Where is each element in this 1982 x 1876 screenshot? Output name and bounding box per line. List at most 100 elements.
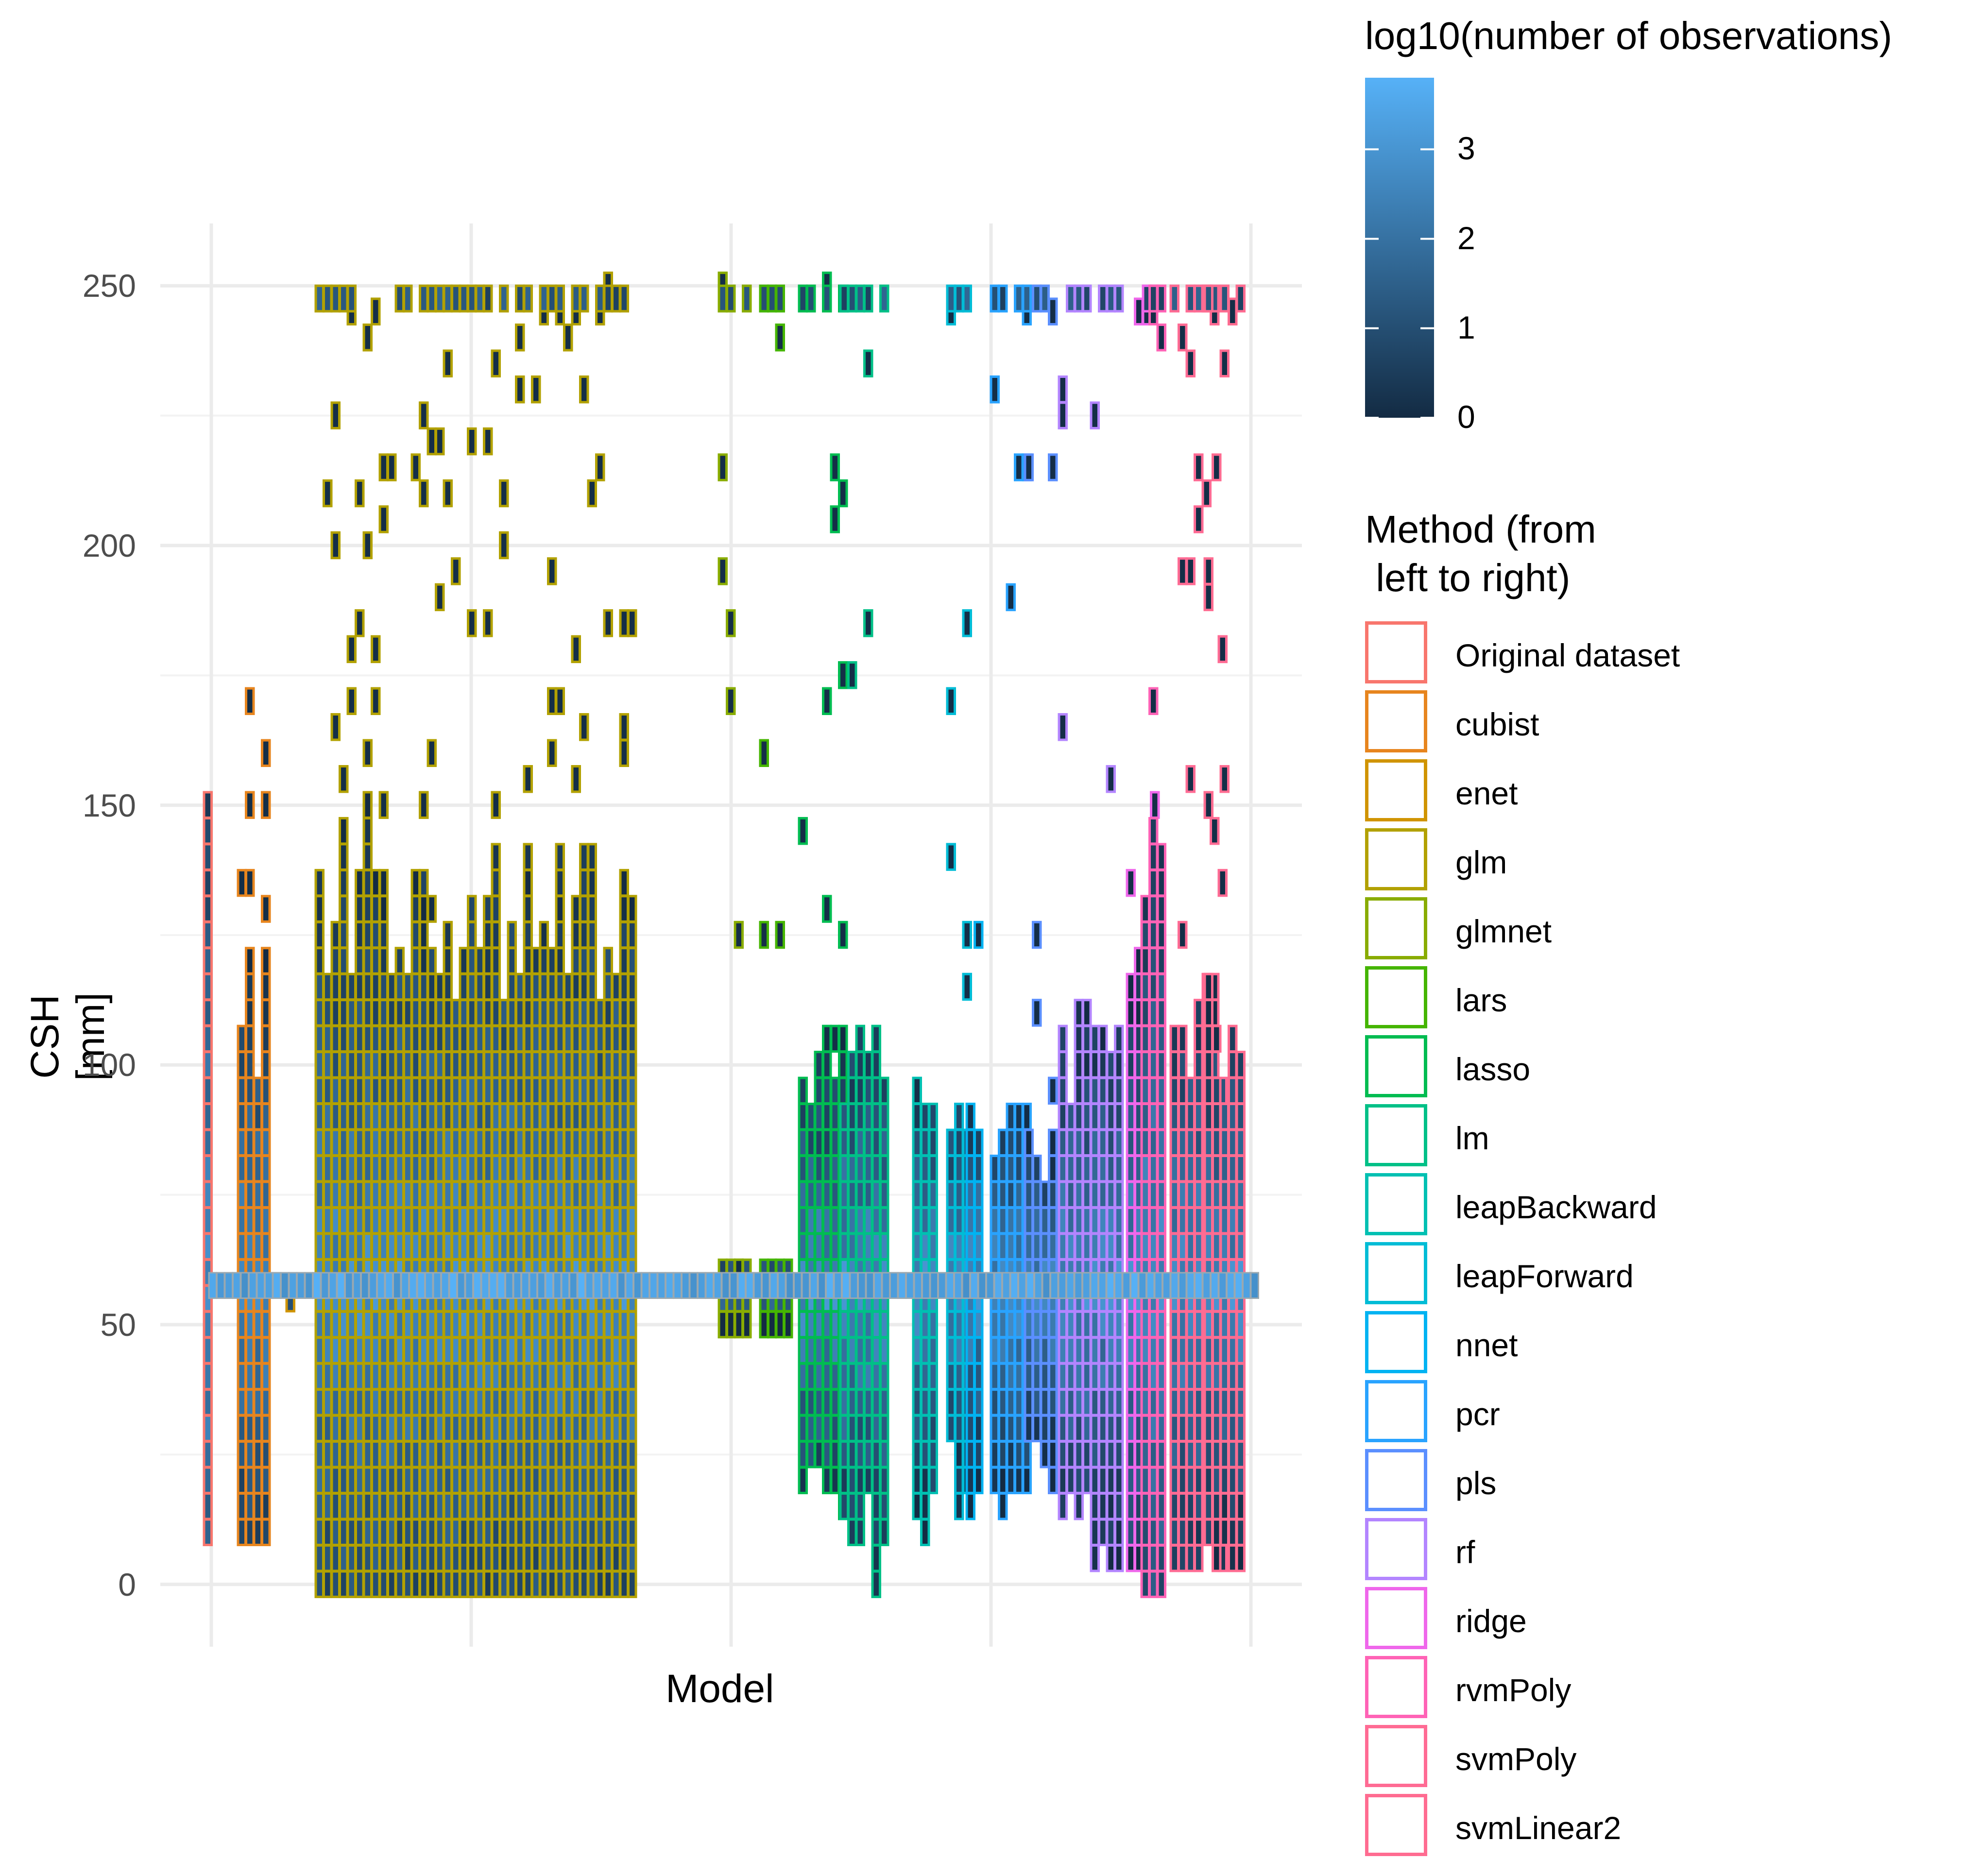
legend-swatch [1365, 1242, 1427, 1304]
heatmap-cell [1018, 1272, 1027, 1299]
heatmap-cell [323, 1310, 333, 1339]
heatmap-cell [1212, 1128, 1222, 1157]
heatmap-cell [314, 1310, 325, 1339]
heatmap-cell [1185, 1544, 1196, 1572]
heatmap-cell [443, 1128, 453, 1157]
heatmap-cell [475, 1310, 485, 1339]
heatmap-cell [974, 1154, 984, 1183]
heatmap-cell [595, 1466, 605, 1495]
heatmap-cell [427, 1440, 437, 1468]
heatmap-cell [515, 1544, 525, 1572]
heatmap-cell [523, 1154, 533, 1183]
heatmap-cell [339, 284, 349, 313]
heatmap-cell [483, 1024, 493, 1053]
heatmap-cell [587, 1518, 597, 1546]
heatmap-cell [830, 505, 840, 533]
heatmap-cell [1090, 1232, 1100, 1261]
heatmap-cell [515, 1310, 525, 1339]
heatmap-cell [339, 1466, 349, 1495]
heatmap-cell [563, 1128, 573, 1157]
heatmap-cell [855, 1492, 865, 1520]
heatmap-cell [304, 1272, 313, 1299]
heatmap-cell [814, 1051, 824, 1079]
heatmap-cell [253, 1440, 263, 1468]
heatmap-cell [595, 1518, 605, 1546]
heatmap-cell [539, 921, 549, 949]
heatmap-cell [611, 1440, 621, 1468]
heatmap-cell [1178, 1128, 1188, 1157]
heatmap-cell [371, 947, 381, 975]
heatmap-cell [627, 999, 637, 1027]
heatmap-cell [394, 1103, 405, 1131]
heatmap-cell [253, 1336, 263, 1364]
heatmap-cell [539, 1570, 549, 1598]
heatmap-cell [346, 1570, 357, 1598]
heatmap-cell [371, 1206, 381, 1235]
heatmap-cell [314, 1362, 325, 1391]
heatmap-cell [571, 765, 581, 793]
heatmap-cell [1082, 1206, 1092, 1235]
group-leapbackward [912, 1076, 938, 1546]
heatmap-cell [371, 1232, 381, 1261]
heatmap-cell [355, 921, 365, 949]
legend-item: Original dataset [1365, 619, 1972, 688]
heatmap-cell [394, 1414, 405, 1443]
heatmap-cell [1210, 817, 1220, 845]
heatmap-cell [571, 1310, 581, 1339]
heatmap-cell [1090, 1518, 1100, 1546]
heatmap-cell [1156, 1362, 1166, 1391]
heatmap-cell [603, 1024, 613, 1053]
heatmap-cell [1178, 1310, 1188, 1339]
heatmap-cell [619, 1103, 629, 1131]
heatmap-cell [1212, 1466, 1222, 1495]
heatmap-cell [1194, 453, 1204, 481]
heatmap-cell [571, 1154, 581, 1183]
heatmap-cell [998, 1336, 1008, 1364]
legend-item: lars [1365, 964, 1972, 1033]
heatmap-cell [1098, 1518, 1108, 1546]
heatmap-cell [1219, 1206, 1230, 1235]
heatmap-cell [912, 1206, 922, 1235]
heatmap-cell [563, 1076, 573, 1105]
heatmap-cell [1106, 284, 1116, 313]
heatmap-cell [403, 972, 413, 1001]
heatmap-cell [346, 1440, 357, 1468]
legend-item: nnet [1365, 1309, 1972, 1378]
heatmap-cell [1082, 1076, 1092, 1105]
heatmap-cell [539, 1388, 549, 1416]
heatmap-cell [563, 1544, 573, 1572]
heatmap-cell [253, 1518, 263, 1546]
heatmap-cell [253, 1310, 263, 1339]
heatmap-cell [1203, 1310, 1213, 1339]
heatmap-cell [1098, 1272, 1107, 1299]
heatmap-cell [427, 1103, 437, 1131]
heatmap-cell [547, 1180, 557, 1209]
heatmap-cell [1126, 1518, 1136, 1546]
heatmap-cell [833, 1272, 842, 1299]
heatmap-cell [467, 1103, 477, 1131]
heatmap-cell [237, 1154, 247, 1183]
heatmap-cell [1098, 1232, 1108, 1261]
heatmap-cell [879, 1414, 889, 1443]
heatmap-cell [912, 1128, 922, 1157]
heatmap-cell [320, 1272, 329, 1299]
heatmap-cell [339, 1362, 349, 1391]
heatmap-cell [1126, 1466, 1136, 1495]
heatmap-cell [611, 1051, 621, 1079]
heatmap-cell [410, 921, 421, 949]
heatmap-cell [1114, 284, 1124, 313]
heatmap-cell [1140, 1544, 1150, 1572]
heatmap-cell [427, 1518, 437, 1546]
heatmap-cell [507, 999, 517, 1027]
heatmap-cell [378, 1336, 389, 1364]
heatmap-cell [1148, 921, 1159, 949]
heatmap-cell [280, 1272, 290, 1299]
heatmap-cell [507, 1076, 517, 1105]
heatmap-cell [579, 972, 589, 1001]
heatmap-cell [1014, 453, 1024, 481]
heatmap-cell [1228, 1051, 1238, 1079]
heatmap-cell [443, 1466, 453, 1495]
heatmap-cell [378, 1051, 389, 1079]
heatmap-cell [203, 1336, 213, 1364]
heatmap-cell [253, 1076, 263, 1105]
